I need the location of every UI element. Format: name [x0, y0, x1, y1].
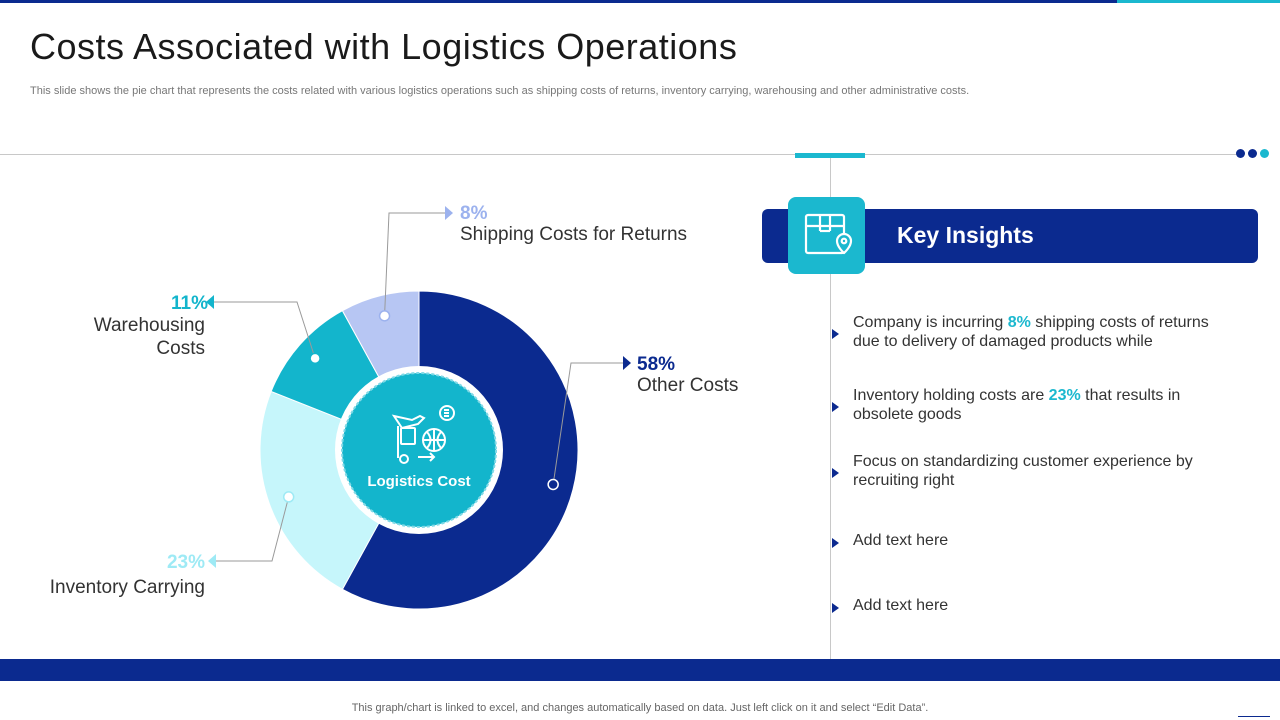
callout-arrow — [206, 295, 214, 309]
category-label: Warehousing — [94, 315, 205, 336]
percent-label: 58% — [637, 354, 675, 375]
dot — [1248, 149, 1257, 158]
donut-chart: Logistics Cost 58% 23% 11% 8% Other Costs Inve… — [50, 203, 738, 610]
vertical-divider — [830, 155, 831, 659]
dots-decoration — [1236, 149, 1269, 158]
callout-line — [552, 362, 623, 485]
percent-label: 8% — [460, 203, 488, 224]
insight-item: Inventory holding costs are 23% that res… — [829, 386, 1229, 424]
category-label: Other Costs — [637, 375, 738, 396]
category-label: Inventory Carrying — [50, 577, 205, 598]
logistics-icon — [391, 405, 455, 464]
percent-label: 23% — [167, 552, 205, 573]
insight-text: Company is incurring 8% shipping costs o… — [853, 314, 1209, 350]
callout-dot — [309, 352, 321, 365]
bullet-arrow-icon — [829, 535, 853, 548]
callout-dot — [547, 478, 559, 491]
page-title: Costs Associated with Logistics Operatio… — [30, 26, 738, 67]
dot — [1260, 149, 1269, 158]
insight-highlight: 23% — [1048, 387, 1081, 404]
footer-note: This graph/chart is linked to excel, and… — [351, 702, 929, 714]
horizontal-divider — [0, 154, 1238, 155]
insight-item: Company is incurring 8% shipping costs o… — [829, 313, 1229, 351]
callout-arrow — [208, 554, 216, 568]
key-insights-title: Key Insights — [897, 222, 1034, 248]
bullet-arrow-icon — [829, 600, 853, 613]
callout-arrow — [445, 206, 453, 220]
page-subtitle: This slide shows the pie chart that repr… — [30, 85, 970, 97]
category-label: Costs — [156, 338, 205, 359]
dot — [1236, 149, 1245, 158]
callout-dot — [378, 310, 391, 322]
callout-line — [384, 212, 445, 316]
category-label: Shipping Costs for Returns — [460, 224, 687, 245]
insight-item: Add text here — [829, 596, 1229, 615]
top-accent-bar — [0, 0, 1117, 3]
callout-arrow — [623, 356, 631, 370]
callout-line — [216, 496, 290, 562]
insight-item: Add text here — [829, 531, 1229, 550]
insight-text: Add text here — [853, 532, 949, 549]
bullet-arrow-icon — [829, 326, 853, 339]
bullet-arrow-icon — [829, 465, 853, 478]
callout-line — [214, 301, 316, 359]
insight-text: Focus on standardizing customer experien… — [853, 453, 1193, 489]
corner-decoration — [1238, 716, 1270, 717]
insight-highlight: 8% — [1007, 314, 1031, 331]
insight-text: Add text here — [853, 597, 949, 614]
bullet-arrow-icon — [829, 399, 853, 412]
callout-dot — [282, 491, 295, 503]
insight-text: Inventory holding costs are 23% that res… — [853, 387, 1181, 423]
insight-item: Focus on standardizing customer experien… — [829, 452, 1229, 490]
center-disc — [341, 372, 497, 528]
center-label: Logistics Cost — [367, 473, 470, 490]
bottom-band — [0, 659, 1280, 681]
divider-accent — [795, 153, 865, 158]
percent-label: 11% — [171, 293, 208, 314]
map-location-box-icon — [788, 197, 865, 274]
top-accent-bar-cyan — [1117, 0, 1280, 3]
